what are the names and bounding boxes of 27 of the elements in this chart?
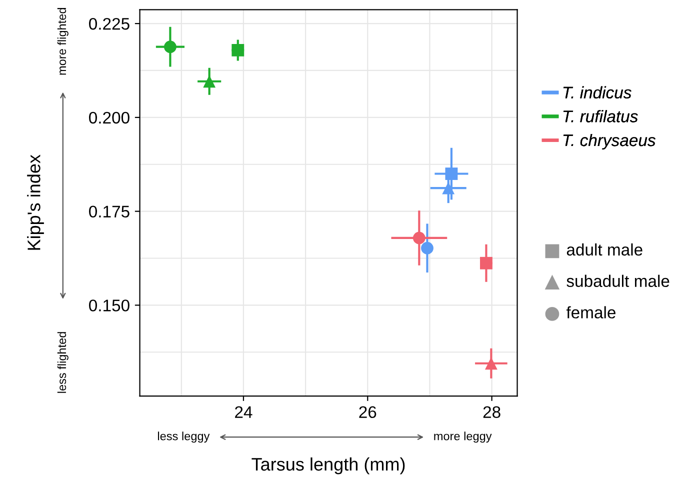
point <box>480 256 492 270</box>
x-tick-label: 28 <box>483 406 500 418</box>
legend-label: T. indicus <box>563 86 632 98</box>
legend-label: T. chrysaeus <box>563 134 656 150</box>
text: more flighted <box>57 8 68 75</box>
point <box>412 232 426 244</box>
y-tick-label: 0.200 <box>89 112 130 124</box>
point <box>203 75 216 88</box>
y-tick-label: 0.175 <box>89 206 130 218</box>
text: adult male <box>566 243 642 256</box>
text: less leggy <box>158 432 210 443</box>
point <box>421 242 434 254</box>
point <box>232 44 244 56</box>
y-tick-label: 0.225 <box>89 18 130 30</box>
point <box>445 168 458 180</box>
text: subadult male <box>566 274 670 288</box>
text: more leggy <box>434 432 492 443</box>
text: less flighted <box>57 332 68 393</box>
point <box>484 357 498 370</box>
point <box>164 40 176 54</box>
legend-label: T. rufilatus <box>563 110 638 122</box>
y-axis-title: Kipp's index <box>27 154 44 250</box>
x-tick-label: 24 <box>235 406 252 418</box>
x-tick-label: 26 <box>359 406 376 418</box>
y-tick-label: 0.150 <box>89 300 130 312</box>
text: female <box>566 306 616 318</box>
x-axis-title: Tarsus length (mm) <box>252 457 405 474</box>
